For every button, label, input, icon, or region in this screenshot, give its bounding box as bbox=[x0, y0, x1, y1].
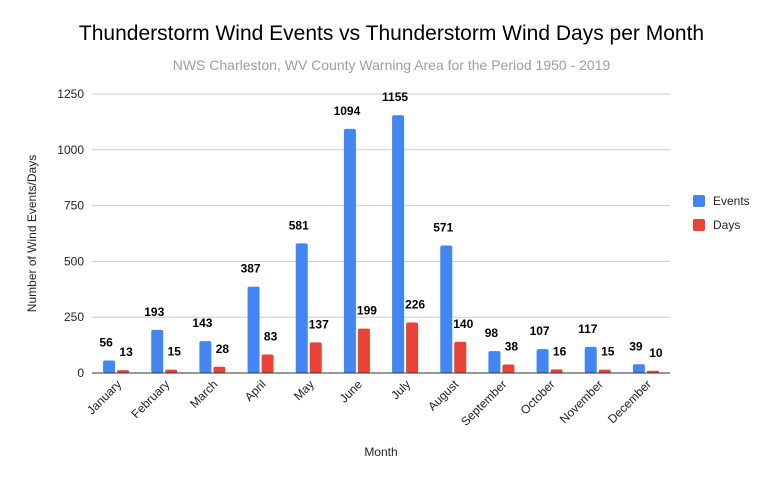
data-label-days-november: 15 bbox=[601, 345, 615, 359]
bar-days-november bbox=[598, 369, 611, 373]
bar-days-september bbox=[502, 364, 515, 373]
legend-item-days: Days bbox=[693, 218, 750, 232]
data-label-days-june: 199 bbox=[357, 304, 377, 318]
data-label-days-january: 13 bbox=[119, 345, 133, 359]
y-axis-ticks: 0 250 500 750 1000 1250 bbox=[57, 87, 84, 380]
bar-days-june bbox=[357, 328, 370, 373]
bar-days-february bbox=[165, 369, 178, 373]
y-tick-label: 500 bbox=[64, 254, 84, 268]
bar-events-april bbox=[247, 286, 260, 373]
legend-item-events: Events bbox=[693, 194, 750, 208]
bar-events-october bbox=[536, 349, 549, 373]
bar-events-november bbox=[584, 346, 597, 373]
bar-events-march bbox=[199, 341, 212, 373]
data-label-events-august: 571 bbox=[433, 221, 453, 235]
x-tick-label: July bbox=[388, 377, 413, 402]
data-label-events-november: 117 bbox=[578, 322, 598, 336]
data-label-days-may: 137 bbox=[309, 317, 329, 331]
y-axis-label: Number of Wind Events/Days bbox=[25, 155, 39, 312]
legend: Events Days bbox=[693, 194, 750, 242]
legend-swatch-days bbox=[693, 219, 705, 231]
legend-label-days: Days bbox=[713, 218, 741, 232]
y-tick-label: 1000 bbox=[57, 143, 84, 157]
data-label-events-june: 1094 bbox=[334, 104, 361, 118]
chart-subtitle: NWS Charleston, WV County Warning Area f… bbox=[172, 57, 611, 73]
bar-events-january bbox=[103, 360, 116, 373]
x-tick-label: August bbox=[425, 377, 462, 414]
data-label-events-march: 143 bbox=[192, 316, 212, 330]
x-tick-label: October bbox=[518, 377, 558, 417]
data-label-days-october: 16 bbox=[553, 344, 567, 358]
y-tick-label: 0 bbox=[77, 366, 84, 380]
x-tick-label: June bbox=[337, 377, 366, 406]
data-label-days-march: 28 bbox=[216, 342, 230, 356]
x-axis-label: Month bbox=[364, 445, 397, 459]
bar-days-may bbox=[309, 342, 322, 373]
data-label-days-september: 38 bbox=[505, 340, 519, 354]
bars bbox=[103, 115, 659, 373]
x-tick-label: May bbox=[291, 377, 317, 403]
legend-label-events: Events bbox=[713, 194, 750, 208]
data-label-days-april: 83 bbox=[264, 329, 278, 343]
data-label-days-february: 15 bbox=[168, 345, 182, 359]
x-axis-ticks: January February March April May June July Augu… bbox=[84, 377, 654, 429]
y-tick-label: 1250 bbox=[57, 87, 84, 101]
gridlines bbox=[92, 93, 670, 318]
bar-days-january bbox=[117, 370, 130, 373]
x-tick-label: April bbox=[242, 377, 269, 404]
y-tick-label: 250 bbox=[64, 310, 84, 324]
x-tick-label: September bbox=[458, 377, 509, 428]
bar-events-may bbox=[295, 243, 308, 373]
bar-events-december bbox=[632, 364, 645, 373]
bar-events-july bbox=[392, 115, 405, 373]
bar-days-march bbox=[213, 366, 226, 373]
data-label-events-april: 387 bbox=[241, 262, 261, 276]
bar-events-february bbox=[151, 329, 164, 373]
x-tick-label: December bbox=[605, 377, 654, 426]
data-label-days-july: 226 bbox=[405, 298, 425, 312]
bar-days-april bbox=[261, 354, 274, 373]
bar-events-june bbox=[343, 128, 356, 373]
x-tick-label: January bbox=[84, 377, 124, 417]
data-label-days-august: 140 bbox=[453, 317, 473, 331]
data-labels: 56 13 193 15 143 28 387 83 581 137 1094 199 1155 226 5… bbox=[99, 90, 663, 360]
chart-title: Thunderstorm Wind Events vs Thunderstorm… bbox=[78, 22, 705, 45]
x-tick-label: March bbox=[187, 377, 220, 410]
legend-swatch-events bbox=[693, 195, 705, 207]
bar-days-october bbox=[550, 369, 563, 373]
bar-days-july bbox=[406, 322, 419, 373]
data-label-events-may: 581 bbox=[289, 218, 309, 232]
y-tick-label: 750 bbox=[64, 199, 84, 213]
bar-events-august bbox=[440, 245, 453, 373]
bar-days-august bbox=[454, 341, 467, 373]
data-label-events-december: 39 bbox=[629, 339, 643, 353]
data-label-events-september: 98 bbox=[485, 326, 499, 340]
data-label-events-february: 193 bbox=[144, 305, 164, 319]
x-tick-label: February bbox=[129, 377, 173, 421]
data-label-events-october: 107 bbox=[530, 324, 550, 338]
x-tick-label: November bbox=[557, 377, 606, 426]
bar-events-september bbox=[488, 351, 501, 373]
data-label-events-july: 1155 bbox=[382, 90, 408, 104]
bar-days-december bbox=[646, 370, 659, 373]
data-label-events-january: 56 bbox=[99, 336, 113, 350]
data-label-days-december: 10 bbox=[649, 346, 663, 360]
